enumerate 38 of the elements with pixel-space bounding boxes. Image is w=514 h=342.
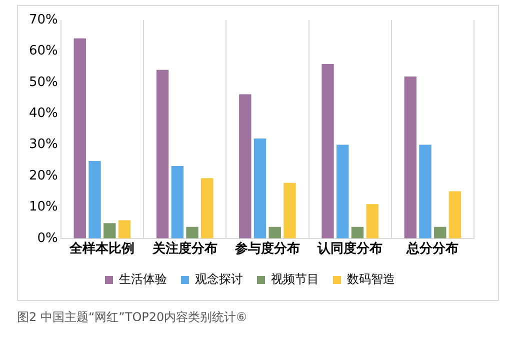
y-tick-label: 50%: [28, 74, 58, 90]
bar: [118, 220, 131, 238]
bar: [434, 226, 446, 238]
bar: [284, 182, 296, 238]
bar: [351, 226, 364, 238]
bar: [239, 94, 252, 238]
bar: [171, 166, 184, 238]
bar: [156, 70, 169, 238]
legend-label: 观念探讨: [195, 272, 243, 286]
y-tick-label: 70%: [28, 12, 58, 28]
bar: [186, 226, 198, 238]
legend-label: 视频节目: [271, 272, 319, 286]
bar: [419, 144, 432, 238]
x-tick-label: 认同度分布: [316, 240, 383, 257]
y-tick-label: 30%: [28, 137, 58, 152]
y-tick-label: 10%: [28, 200, 58, 215]
legend-label: 数码智造: [347, 272, 395, 286]
y-tick-label: 20%: [28, 168, 58, 184]
x-tick-label: 关注度分布: [151, 240, 218, 257]
bar: [74, 38, 86, 238]
y-tick-label: 60%: [28, 44, 58, 59]
legend-label: 生活体验: [119, 272, 167, 286]
bar: [88, 161, 101, 238]
bar: [104, 223, 116, 238]
y-tick-label: 0%: [37, 230, 58, 246]
bar: [336, 144, 349, 238]
x-tick-label: 总分分布: [406, 240, 459, 257]
bar: [322, 64, 334, 238]
bar: [448, 191, 462, 238]
x-tick-label: 全样本比例: [68, 242, 135, 257]
bar: [254, 138, 266, 238]
bar: [201, 178, 214, 238]
bar: [404, 76, 416, 238]
caption: 图2 中国主题“网红”TOP20内容类别统计⑥: [17, 309, 247, 326]
bar: [366, 204, 378, 238]
x-tick-label: 参与度分布: [234, 240, 300, 257]
bar: [268, 226, 281, 238]
y-tick-label: 40%: [28, 106, 58, 121]
